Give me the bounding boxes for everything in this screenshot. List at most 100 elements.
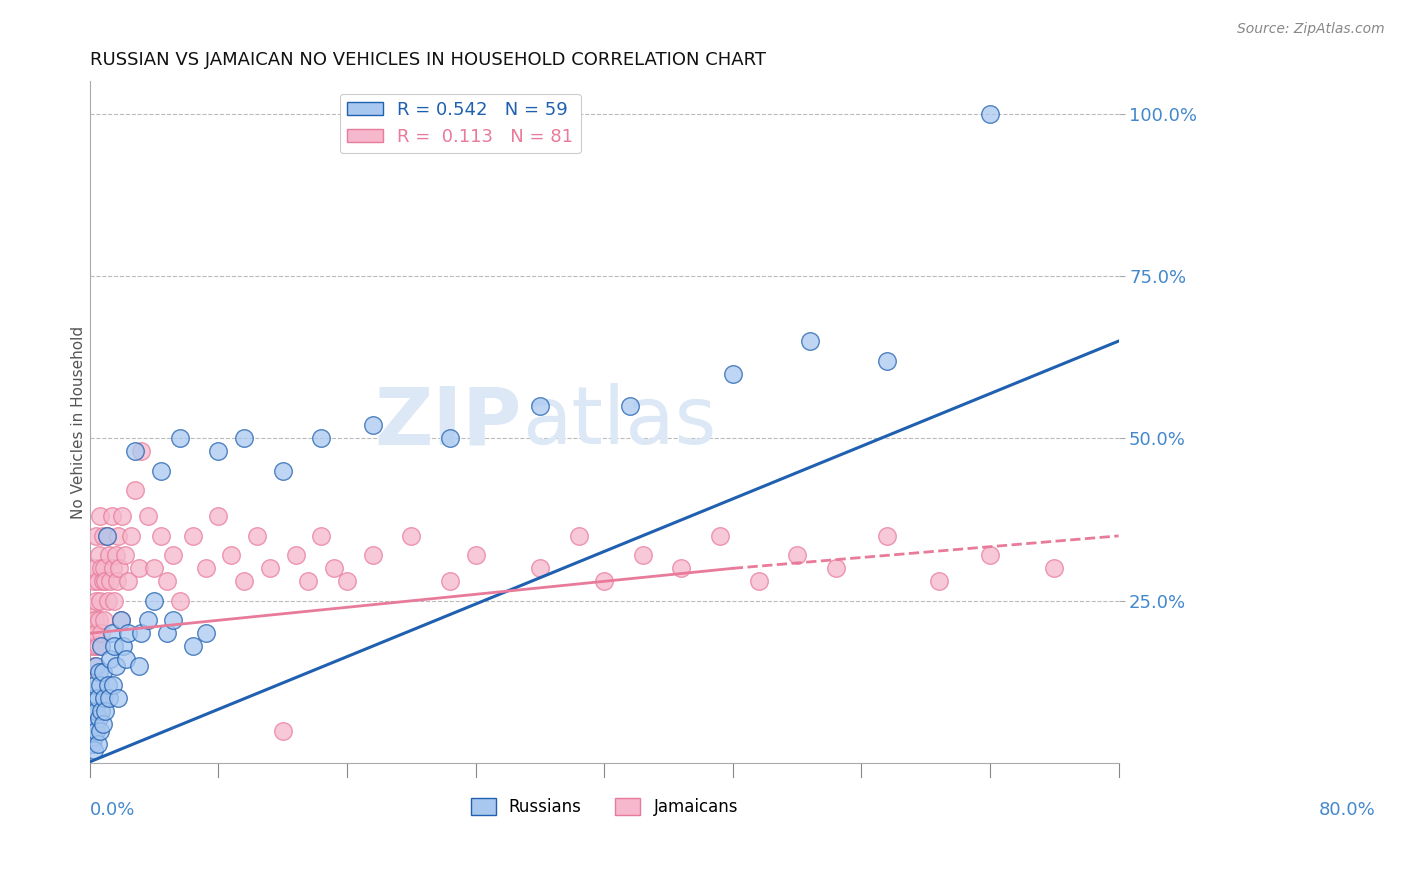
Point xyxy=(101,678,124,692)
Point xyxy=(1043,561,1066,575)
Point xyxy=(207,509,229,524)
Point xyxy=(84,594,107,608)
Point xyxy=(824,561,846,575)
Point xyxy=(115,652,138,666)
Point xyxy=(311,529,333,543)
Point xyxy=(128,658,150,673)
Point xyxy=(979,107,1001,121)
Point xyxy=(101,561,124,575)
Point xyxy=(100,626,122,640)
Point xyxy=(97,678,120,692)
Text: RUSSIAN VS JAMAICAN NO VEHICLES IN HOUSEHOLD CORRELATION CHART: RUSSIAN VS JAMAICAN NO VEHICLES IN HOUSE… xyxy=(90,51,766,69)
Point xyxy=(80,626,103,640)
Point xyxy=(87,549,110,563)
Point xyxy=(117,626,139,640)
Point xyxy=(129,444,152,458)
Point xyxy=(90,561,112,575)
Point xyxy=(149,529,172,543)
Point xyxy=(89,594,111,608)
Point xyxy=(112,639,135,653)
Y-axis label: No Vehicles in Household: No Vehicles in Household xyxy=(72,326,86,519)
Point xyxy=(103,594,125,608)
Point xyxy=(259,561,281,575)
Point xyxy=(82,600,104,615)
Point xyxy=(876,529,898,543)
Point xyxy=(162,613,184,627)
Point xyxy=(128,561,150,575)
Point xyxy=(928,574,950,589)
Point xyxy=(89,509,111,524)
Point xyxy=(97,594,120,608)
Point xyxy=(117,574,139,589)
Point xyxy=(84,658,107,673)
Point xyxy=(336,574,359,589)
Point xyxy=(311,432,333,446)
Point xyxy=(129,626,152,640)
Point xyxy=(100,574,122,589)
Point xyxy=(631,549,654,563)
Point xyxy=(124,483,146,498)
Point xyxy=(207,444,229,458)
Point xyxy=(169,432,191,446)
Legend: Russians, Jamaicans: Russians, Jamaicans xyxy=(464,791,745,823)
Point xyxy=(93,691,115,706)
Point xyxy=(169,594,191,608)
Point xyxy=(84,678,107,692)
Text: 80.0%: 80.0% xyxy=(1319,801,1376,819)
Point xyxy=(593,574,616,589)
Point xyxy=(83,626,105,640)
Point xyxy=(91,665,114,680)
Point xyxy=(84,561,107,575)
Point xyxy=(721,367,744,381)
Point xyxy=(181,529,204,543)
Point xyxy=(361,418,384,433)
Point xyxy=(439,432,461,446)
Point xyxy=(105,574,128,589)
Point xyxy=(149,464,172,478)
Point xyxy=(90,626,112,640)
Point xyxy=(194,626,217,640)
Point xyxy=(271,464,294,478)
Point xyxy=(103,639,125,653)
Point xyxy=(86,737,108,751)
Point xyxy=(108,561,131,575)
Point xyxy=(401,529,423,543)
Text: atlas: atlas xyxy=(522,384,716,461)
Text: Source: ZipAtlas.com: Source: ZipAtlas.com xyxy=(1237,22,1385,37)
Point xyxy=(619,399,641,413)
Point xyxy=(80,723,103,738)
Point xyxy=(156,574,179,589)
Point xyxy=(94,574,117,589)
Point xyxy=(107,691,129,706)
Point xyxy=(439,574,461,589)
Point xyxy=(297,574,319,589)
Point xyxy=(87,613,110,627)
Point xyxy=(91,529,114,543)
Point xyxy=(181,639,204,653)
Point xyxy=(84,717,107,731)
Point xyxy=(136,613,159,627)
Point xyxy=(529,399,551,413)
Point xyxy=(84,639,107,653)
Point xyxy=(96,529,118,543)
Text: 0.0%: 0.0% xyxy=(90,801,135,819)
Point xyxy=(93,561,115,575)
Point xyxy=(284,549,307,563)
Point xyxy=(104,549,127,563)
Point xyxy=(90,639,112,653)
Point xyxy=(98,549,121,563)
Point xyxy=(671,561,693,575)
Point xyxy=(110,613,132,627)
Point xyxy=(111,509,134,524)
Point xyxy=(233,432,256,446)
Point xyxy=(143,561,166,575)
Point xyxy=(84,613,107,627)
Point xyxy=(84,626,107,640)
Point xyxy=(361,549,384,563)
Point xyxy=(567,529,589,543)
Point xyxy=(246,529,269,543)
Point xyxy=(747,574,769,589)
Point xyxy=(124,444,146,458)
Point xyxy=(162,549,184,563)
Point xyxy=(799,334,821,348)
